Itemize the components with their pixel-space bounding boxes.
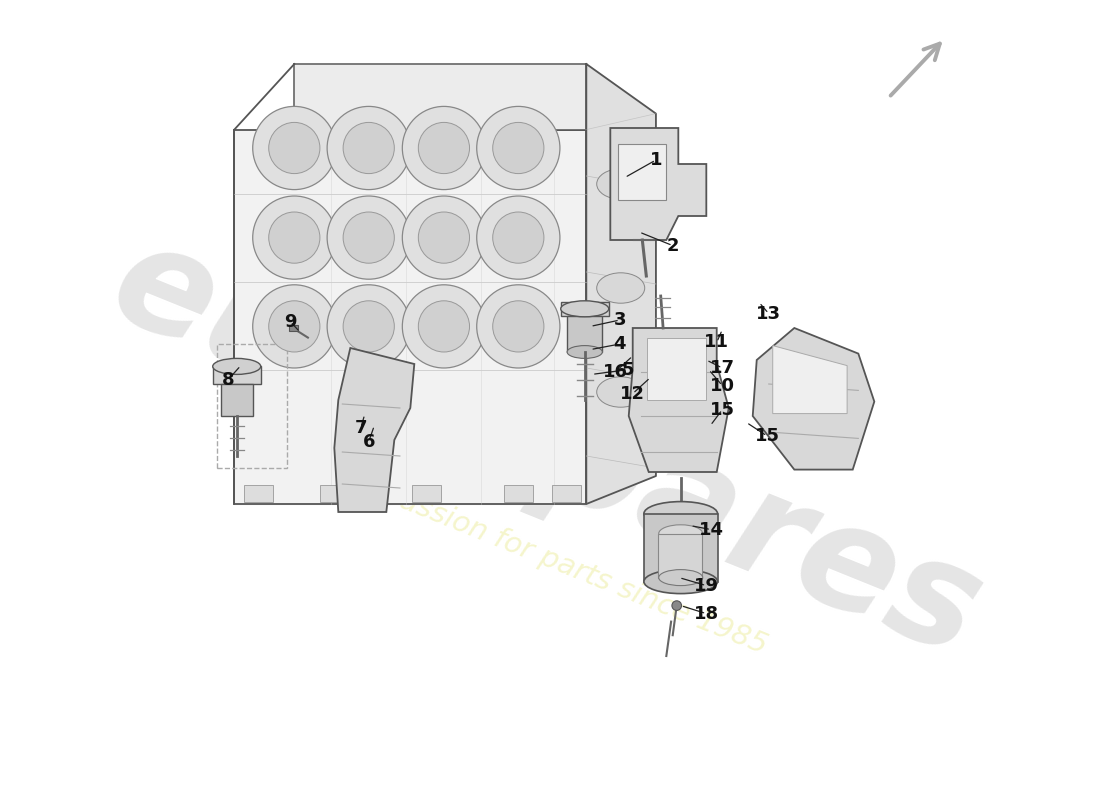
Ellipse shape bbox=[644, 502, 717, 526]
Circle shape bbox=[403, 196, 485, 279]
Bar bbox=[561, 302, 608, 316]
Circle shape bbox=[327, 285, 410, 368]
Circle shape bbox=[476, 196, 560, 279]
Text: 14: 14 bbox=[698, 521, 724, 538]
Text: 19: 19 bbox=[694, 577, 718, 594]
Ellipse shape bbox=[644, 570, 717, 594]
Text: 17: 17 bbox=[710, 359, 735, 377]
Text: 10: 10 bbox=[710, 377, 735, 394]
Polygon shape bbox=[586, 64, 656, 504]
Circle shape bbox=[493, 122, 543, 174]
Polygon shape bbox=[618, 144, 667, 200]
Bar bbox=[288, 325, 298, 331]
Ellipse shape bbox=[561, 301, 608, 317]
Circle shape bbox=[253, 106, 336, 190]
Bar bbox=[504, 485, 532, 502]
Text: 6: 6 bbox=[363, 433, 375, 450]
Polygon shape bbox=[610, 128, 706, 240]
Bar bbox=[658, 534, 702, 578]
Circle shape bbox=[403, 106, 485, 190]
Ellipse shape bbox=[659, 570, 703, 586]
Text: 16: 16 bbox=[603, 363, 628, 381]
Circle shape bbox=[418, 212, 470, 263]
Circle shape bbox=[268, 301, 320, 352]
Text: 8: 8 bbox=[221, 371, 234, 389]
Polygon shape bbox=[234, 130, 586, 504]
Ellipse shape bbox=[596, 377, 645, 407]
Text: 12: 12 bbox=[620, 385, 646, 402]
Text: 15: 15 bbox=[755, 427, 780, 445]
Circle shape bbox=[343, 212, 394, 263]
Circle shape bbox=[476, 285, 560, 368]
Bar bbox=[552, 485, 581, 502]
Text: 4: 4 bbox=[614, 335, 626, 353]
Bar bbox=[244, 485, 273, 502]
Bar bbox=[320, 485, 349, 502]
Text: 5: 5 bbox=[621, 361, 635, 378]
Polygon shape bbox=[647, 338, 706, 400]
Ellipse shape bbox=[568, 346, 603, 358]
Text: 13: 13 bbox=[756, 305, 781, 322]
Circle shape bbox=[403, 285, 485, 368]
Text: eurospares: eurospares bbox=[92, 210, 1000, 686]
Circle shape bbox=[253, 196, 336, 279]
Circle shape bbox=[418, 122, 470, 174]
Ellipse shape bbox=[659, 525, 703, 542]
Bar bbox=[217, 344, 287, 468]
Circle shape bbox=[343, 301, 394, 352]
Text: 7: 7 bbox=[354, 419, 367, 437]
Circle shape bbox=[418, 301, 470, 352]
Text: 18: 18 bbox=[694, 605, 719, 622]
Polygon shape bbox=[772, 346, 847, 414]
Circle shape bbox=[268, 212, 320, 263]
Polygon shape bbox=[752, 328, 875, 470]
Text: 9: 9 bbox=[284, 313, 297, 330]
Circle shape bbox=[327, 106, 410, 190]
Bar bbox=[221, 384, 253, 416]
Circle shape bbox=[476, 106, 560, 190]
Circle shape bbox=[327, 196, 410, 279]
Text: 3: 3 bbox=[614, 311, 626, 329]
Circle shape bbox=[253, 285, 336, 368]
Circle shape bbox=[268, 122, 320, 174]
Bar bbox=[644, 514, 717, 582]
Ellipse shape bbox=[212, 358, 261, 374]
Text: 15: 15 bbox=[710, 401, 735, 418]
Circle shape bbox=[493, 301, 543, 352]
Ellipse shape bbox=[596, 169, 645, 199]
Text: a passion for parts since 1985: a passion for parts since 1985 bbox=[353, 469, 771, 659]
Polygon shape bbox=[295, 64, 586, 130]
Bar bbox=[568, 316, 603, 352]
Circle shape bbox=[672, 601, 682, 610]
Bar bbox=[411, 485, 441, 502]
Text: 2: 2 bbox=[667, 237, 679, 254]
Circle shape bbox=[493, 212, 543, 263]
Polygon shape bbox=[334, 348, 415, 512]
Ellipse shape bbox=[596, 273, 645, 303]
Circle shape bbox=[343, 122, 394, 174]
Polygon shape bbox=[629, 328, 728, 472]
Bar bbox=[212, 366, 261, 384]
Text: 11: 11 bbox=[704, 334, 729, 351]
Text: 1: 1 bbox=[650, 151, 662, 169]
